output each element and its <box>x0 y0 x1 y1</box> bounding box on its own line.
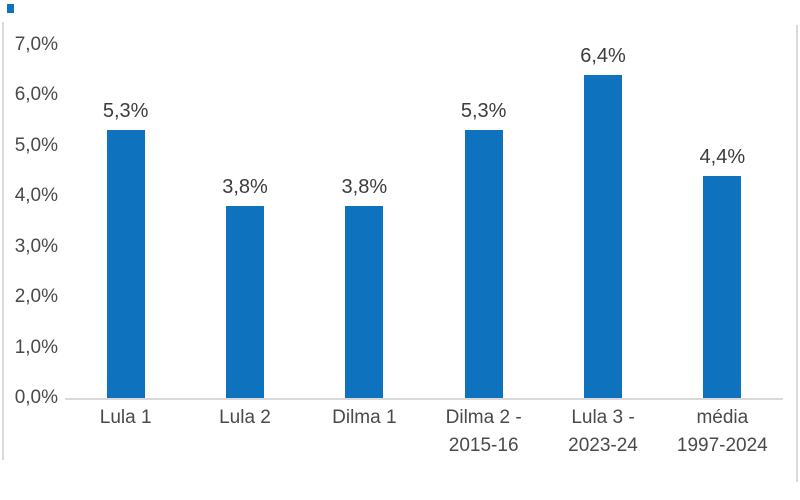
x-axis-category-label: Dilma 1 <box>332 407 397 428</box>
y-axis-tick-label: 7,0% <box>14 33 58 55</box>
bar-value-label: 5,3% <box>460 100 507 123</box>
x-axis-category-label: Dilma 2 - 2015-16 <box>445 407 522 456</box>
y-axis-tick-label: 4,0% <box>14 185 58 206</box>
bar-value-label: 4,4% <box>699 145 746 168</box>
y-axis-tick-label: 5,0% <box>14 134 58 156</box>
stray-blue-mark <box>7 4 14 13</box>
chart-right-border <box>796 25 798 482</box>
y-axis-tick-label: 1,0% <box>14 336 58 358</box>
x-axis-category-label: Lula 1 <box>99 407 152 428</box>
y-axis-tick-label: 6,0% <box>14 84 58 105</box>
bar-4 <box>464 130 503 398</box>
y-axis-tick-label: 3,0% <box>14 235 58 257</box>
x-axis-line <box>65 398 783 400</box>
bar-2 <box>226 206 264 398</box>
chart-left-border <box>2 22 4 460</box>
x-axis-category-label: Lula 2 <box>219 407 271 428</box>
bar-value-label: 3,8% <box>222 176 268 199</box>
y-axis-tick-label: 0,0% <box>14 387 58 408</box>
bar-5 <box>584 74 622 398</box>
bar-1 <box>106 130 145 398</box>
bar-6 <box>703 175 742 398</box>
y-axis-tick-label: 2,0% <box>14 286 58 307</box>
x-axis-category-label: média 1997-2024 <box>676 407 768 456</box>
x-axis-category-label: Lula 3 - 2023-24 <box>568 407 638 456</box>
bar-3 <box>345 206 384 398</box>
bar-value-label: 5,3% <box>102 100 149 123</box>
bar-value-label: 6,4% <box>580 44 626 67</box>
bar-value-label: 3,8% <box>341 176 388 199</box>
